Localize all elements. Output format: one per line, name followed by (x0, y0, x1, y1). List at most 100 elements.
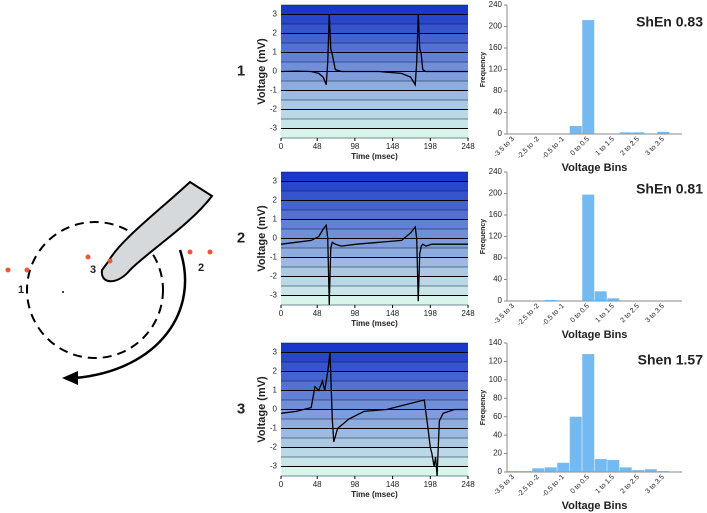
y-tick-label: -3 (270, 291, 278, 300)
x-tick-label: 2 to 2.5 (620, 303, 642, 325)
y-tick-label: 160 (489, 210, 503, 219)
x-tick-label: 198 (424, 142, 438, 151)
site-label: 3 (90, 264, 96, 276)
background-band (281, 248, 468, 258)
background-band (281, 100, 468, 110)
electrode (85, 254, 91, 260)
y-tick-label: 0 (273, 67, 278, 76)
background-band (281, 172, 468, 182)
voltage-trace (280, 352, 468, 477)
bar (532, 468, 545, 472)
x-tick-label: 0 to 0.5 (570, 303, 592, 325)
y-axis-label: Frequency (480, 52, 487, 88)
x-tick-label: -2.5 to -2 (516, 474, 541, 499)
y-tick-label: 240 (489, 167, 503, 176)
y-tick-label: 0 (273, 405, 278, 414)
x-axis-label: Voltage Bins (562, 162, 628, 174)
y-tick-label: -2 (270, 443, 278, 452)
panel-label: 1 (237, 62, 245, 79)
background-band (281, 71, 468, 82)
electrode (5, 267, 11, 273)
chart-title: ShEn 0.83 (636, 14, 703, 30)
x-tick-label: 1 to 1.5 (595, 303, 617, 325)
bar (544, 299, 557, 301)
y-tick-label: -3 (270, 124, 278, 133)
electrode (187, 249, 193, 255)
y-tick-label: 120 (489, 65, 503, 74)
background-band (281, 362, 468, 372)
background-band (281, 381, 468, 391)
background-band (281, 200, 468, 211)
y-tick-label: 100 (489, 375, 503, 384)
dashed-circle (26, 221, 164, 359)
y-tick-label: 40 (493, 430, 502, 439)
y-axis-label: Voltage (mV) (256, 38, 268, 105)
background-band (281, 286, 468, 296)
bar (607, 460, 620, 472)
site-label: 2 (198, 262, 204, 274)
x-tick-label: -0.5 to -1 (541, 474, 566, 499)
x-tick-label: 1 to 1.5 (595, 474, 617, 496)
bar (619, 132, 632, 134)
center-dot (62, 291, 64, 293)
x-tick-label: 98 (350, 480, 359, 489)
x-tick-label: -2.5 to -2 (516, 303, 541, 328)
y-tick-label: -3 (270, 462, 278, 471)
background-band (281, 33, 468, 44)
y-tick-label: 0 (498, 296, 503, 305)
y-tick-label: 80 (493, 86, 502, 95)
x-tick-label: 248 (461, 480, 475, 489)
y-tick-label: 20 (493, 449, 502, 458)
y-tick-label: 40 (493, 275, 502, 284)
background-band (281, 5, 468, 15)
x-tick-label: 2 to 2.5 (620, 474, 642, 496)
x-axis-label: Voltage Bins (562, 500, 628, 512)
background-band (281, 428, 468, 439)
background-band (281, 457, 468, 467)
y-tick-label: -1 (270, 424, 278, 433)
y-axis-label: Frequency (480, 390, 487, 426)
x-tick-label: 3 to 3.5 (645, 474, 667, 496)
y-axis-label: Voltage (mV) (256, 205, 268, 272)
x-tick-label: 0 to 0.5 (570, 136, 592, 158)
background-band (281, 219, 468, 230)
x-tick-label: -2.5 to -2 (516, 136, 541, 161)
y-tick-label: 0 (273, 234, 278, 243)
x-tick-label: 248 (461, 309, 475, 318)
x-tick-label: 148 (386, 142, 400, 151)
background-band (281, 191, 468, 201)
bar (619, 467, 632, 472)
bar (607, 298, 620, 301)
panel-label: 3 (237, 400, 245, 417)
y-tick-label: -1 (270, 253, 278, 262)
electrode (207, 249, 213, 255)
electrode (24, 267, 30, 273)
y-tick-label: -1 (270, 86, 278, 95)
y-tick-label: 2 (273, 196, 278, 205)
y-tick-label: 2 (273, 29, 278, 38)
x-tick-label: -0.5 to -1 (541, 136, 566, 161)
background-band (281, 181, 468, 192)
bar (582, 194, 595, 301)
bar (644, 469, 657, 472)
background-band (281, 229, 468, 239)
y-tick-label: 3 (273, 177, 278, 186)
voltage-trace (280, 14, 468, 87)
x-axis-label: Time (msec) (351, 490, 398, 499)
bar (657, 471, 670, 472)
arrow-head (62, 371, 78, 385)
background-band (281, 295, 468, 306)
diagram: 1 2 3 (5, 180, 214, 385)
bar (657, 131, 670, 134)
bar (632, 132, 645, 134)
voltage-trace (280, 223, 468, 306)
y-tick-label: 160 (489, 43, 503, 52)
y-tick-label: 200 (489, 22, 503, 31)
y-tick-label: 80 (493, 393, 502, 402)
x-tick-label: 0 (279, 480, 284, 489)
arrow-arc (74, 249, 187, 380)
bar (582, 354, 595, 472)
bar (507, 471, 520, 472)
x-tick-label: 0 (279, 309, 284, 318)
y-tick-label: 0 (498, 129, 503, 138)
